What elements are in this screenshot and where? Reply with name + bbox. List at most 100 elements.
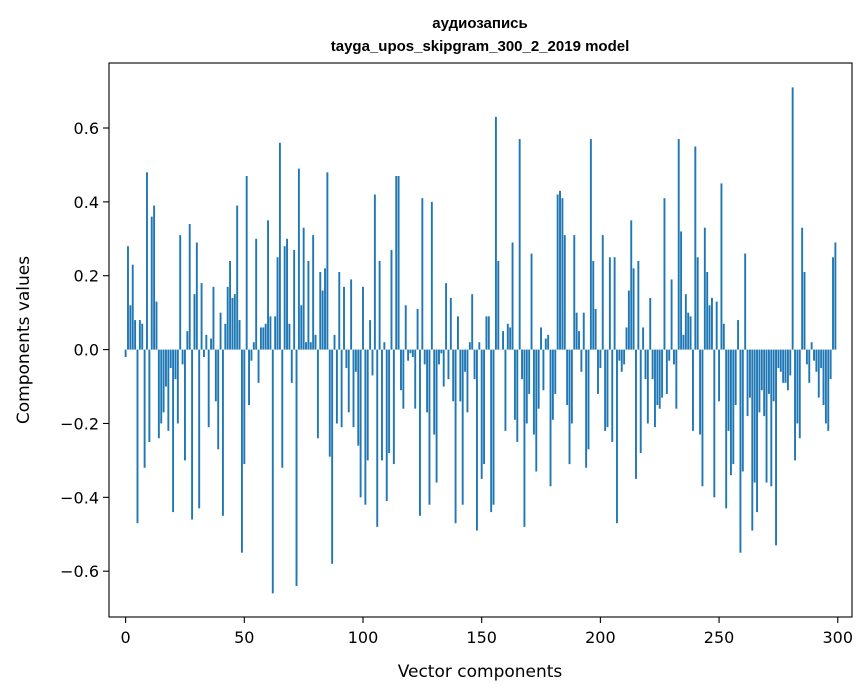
bar-63 — [274, 316, 277, 350]
bar-212 — [627, 290, 630, 350]
bar-141 — [459, 349, 462, 402]
bar-204 — [608, 257, 611, 350]
bar-38 — [214, 349, 217, 402]
bar-127 — [426, 349, 429, 413]
bar-19 — [169, 349, 172, 369]
bar-211 — [625, 327, 628, 350]
y-tick-label: −0.6 — [60, 562, 99, 581]
bar-10 — [148, 349, 151, 442]
bar-287 — [805, 349, 808, 365]
bar-279 — [786, 349, 789, 391]
x-tick-label: 0 — [121, 628, 131, 647]
bar-152 — [485, 316, 488, 350]
bar-192 — [580, 349, 583, 372]
bar-299 — [834, 242, 837, 350]
bar-256 — [732, 349, 735, 465]
bar-202 — [604, 349, 607, 431]
bar-188 — [570, 349, 573, 424]
bar-42 — [224, 323, 227, 350]
x-tick-label: 200 — [585, 628, 616, 647]
bar-230 — [670, 279, 673, 350]
y-tick-label: −0.2 — [60, 414, 99, 433]
bar-183 — [559, 190, 561, 350]
bar-119 — [407, 349, 410, 361]
bar-114 — [395, 176, 398, 350]
bar-227 — [663, 198, 666, 350]
bar-255 — [729, 349, 732, 476]
bar-157 — [497, 260, 500, 350]
bar-11 — [150, 216, 153, 350]
bar-247 — [711, 297, 713, 350]
bar-169 — [525, 349, 528, 424]
bar-233 — [677, 139, 680, 350]
bar-78 — [309, 342, 312, 350]
bar-40 — [219, 312, 222, 350]
bar-100 — [362, 286, 364, 350]
bar-221 — [649, 297, 652, 350]
bar-163 — [511, 242, 514, 350]
bar-140 — [457, 316, 459, 350]
bar-12 — [153, 205, 156, 350]
bar-193 — [582, 312, 585, 350]
bar-189 — [573, 235, 576, 350]
bar-108 — [381, 349, 383, 461]
bar-98 — [357, 349, 360, 446]
bar-30 — [195, 242, 198, 350]
bar-229 — [668, 349, 671, 361]
bar-151 — [483, 349, 486, 465]
bar-43 — [226, 286, 229, 350]
x-tick-label: 250 — [704, 628, 735, 647]
bar-36 — [210, 338, 213, 350]
bar-206 — [613, 257, 616, 350]
bar-297 — [829, 349, 832, 380]
bar-101 — [364, 349, 367, 505]
bar-34 — [205, 334, 208, 350]
bar-239 — [692, 349, 694, 431]
bar-32 — [200, 283, 203, 350]
bar-68 — [286, 238, 288, 350]
bar-106 — [376, 349, 379, 527]
bar-72 — [295, 349, 298, 586]
bar-258 — [737, 320, 740, 350]
bar-201 — [601, 235, 604, 350]
bar-86 — [328, 349, 331, 457]
bar-248 — [713, 349, 716, 498]
bar-75 — [302, 227, 305, 350]
bar-64 — [276, 257, 279, 350]
bar-71 — [293, 249, 296, 350]
bar-251 — [720, 183, 723, 350]
bar-84 — [324, 268, 326, 350]
bar-1 — [127, 246, 129, 350]
bar-191 — [578, 331, 580, 350]
bar-281 — [791, 87, 794, 350]
bar-62 — [271, 349, 274, 594]
bar-7 — [141, 323, 144, 350]
bar-56 — [257, 349, 260, 383]
bar-196 — [589, 139, 592, 350]
bar-232 — [675, 349, 678, 409]
bar-200 — [599, 349, 602, 369]
bar-252 — [722, 323, 725, 350]
bar-102 — [366, 349, 369, 461]
bar-117 — [402, 349, 405, 409]
bar-137 — [449, 297, 452, 350]
bar-3 — [131, 264, 134, 350]
bar-92 — [343, 286, 345, 350]
bar-44 — [229, 260, 232, 350]
y-axis-ticks: −0.6 −0.4 −0.2 0.0 0.2 0.4 0.6 — [60, 119, 109, 581]
bar-171 — [530, 253, 533, 350]
bar-series — [124, 87, 837, 594]
bar-58 — [262, 327, 265, 350]
bar-37 — [212, 286, 215, 350]
bar-238 — [689, 316, 692, 350]
bar-46 — [233, 294, 236, 350]
bar-88 — [333, 334, 336, 350]
bar-249 — [715, 301, 718, 350]
bar-187 — [568, 349, 571, 465]
bar-240 — [694, 146, 697, 350]
bar-113 — [392, 349, 395, 465]
chart-title-line1: аудиозапись — [432, 15, 527, 32]
bar-77 — [307, 260, 310, 350]
bar-162 — [509, 327, 512, 350]
